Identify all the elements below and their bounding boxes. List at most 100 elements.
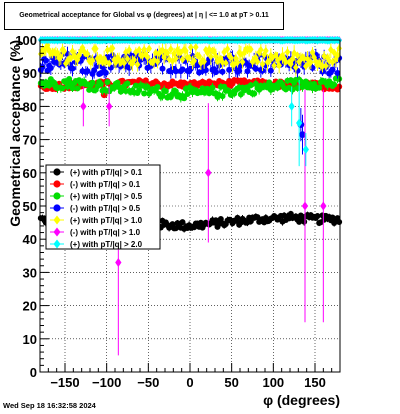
chart-title: Geometrical acceptance for Global vs φ (… bbox=[19, 12, 269, 19]
legend-entry: (-) with pT/|q| > 0.5 bbox=[50, 204, 141, 213]
data-point bbox=[124, 54, 131, 63]
data-point bbox=[173, 54, 179, 63]
data-point bbox=[226, 66, 233, 73]
legend-box bbox=[45, 164, 161, 250]
y-tick-label: 50 bbox=[23, 199, 37, 214]
data-point bbox=[248, 45, 254, 54]
data-point bbox=[301, 218, 308, 225]
data-point bbox=[89, 56, 96, 65]
data-point bbox=[237, 91, 244, 98]
data-point bbox=[54, 49, 61, 58]
legend: (+) with pT/|q| > 0.1 (-) with pT/|q| > 0… bbox=[45, 164, 161, 250]
data-point bbox=[234, 214, 241, 221]
data-point bbox=[154, 83, 161, 90]
data-point bbox=[106, 59, 112, 68]
data-point bbox=[331, 81, 338, 88]
data-point bbox=[91, 67, 98, 74]
data-point bbox=[201, 57, 207, 66]
data-point bbox=[316, 58, 322, 67]
timestamp-footer: Wed Sep 18 16:32:58 2024 bbox=[3, 401, 96, 410]
data-point bbox=[294, 51, 301, 60]
legend-label: (-) with pT/|q| > 0.5 bbox=[70, 204, 141, 213]
data-point bbox=[224, 45, 231, 54]
outlier-point bbox=[115, 257, 122, 267]
data-point bbox=[259, 60, 266, 69]
data-point bbox=[143, 50, 149, 59]
data-point bbox=[144, 83, 151, 90]
outlier-point bbox=[80, 101, 87, 111]
outlier-point bbox=[288, 101, 295, 111]
data-point bbox=[274, 84, 281, 91]
axis-ticks bbox=[39, 39, 341, 373]
data-point bbox=[121, 58, 127, 67]
legend-label: (+) with pT/|q| > 0.5 bbox=[70, 192, 143, 201]
y-tick-label: 70 bbox=[23, 133, 37, 148]
outlier-point bbox=[106, 101, 113, 111]
data-point bbox=[198, 58, 204, 67]
data-point bbox=[172, 88, 179, 95]
data-point bbox=[168, 45, 174, 54]
y-tick-label: 90 bbox=[23, 66, 37, 81]
legend-label: (-) with pT/|q| > 0.1 bbox=[70, 180, 141, 189]
y-tick-label: 0 bbox=[30, 365, 37, 380]
data-point bbox=[281, 54, 287, 63]
data-point bbox=[213, 52, 219, 61]
data-point bbox=[162, 88, 169, 95]
data-point bbox=[219, 93, 226, 100]
outlier-point bbox=[301, 201, 309, 211]
data-point bbox=[228, 53, 234, 62]
data-point bbox=[293, 63, 299, 72]
outlier-point bbox=[296, 118, 303, 128]
data-point bbox=[84, 68, 91, 75]
data-point bbox=[301, 54, 307, 63]
data-point bbox=[178, 48, 184, 57]
data-point bbox=[254, 57, 261, 66]
y-tick-label: 60 bbox=[23, 166, 37, 181]
data-point bbox=[329, 58, 336, 67]
data-point bbox=[283, 57, 289, 66]
x-tick-label: 0 bbox=[186, 375, 193, 390]
data-point bbox=[238, 50, 244, 59]
legend-entry: (+) with pT/|q| > 0.5 bbox=[50, 192, 143, 201]
data-point bbox=[124, 80, 131, 87]
legend-entry: (+) with pT/|q| > 2.0 bbox=[50, 239, 143, 249]
data-point bbox=[233, 54, 239, 63]
legend-label: (-) with pT/|q| > 1.0 bbox=[70, 228, 141, 237]
data-point bbox=[144, 53, 151, 62]
data-point bbox=[319, 62, 326, 71]
data-point bbox=[104, 46, 111, 55]
outlier-point bbox=[320, 201, 327, 211]
x-tick-label: −150 bbox=[50, 375, 79, 390]
legend-marker bbox=[53, 168, 61, 176]
data-point bbox=[284, 48, 291, 57]
data-point bbox=[286, 58, 292, 67]
grid-lines bbox=[40, 40, 340, 372]
x-tick-label: −50 bbox=[137, 375, 159, 390]
data-point bbox=[291, 48, 297, 57]
legend-marker bbox=[53, 192, 61, 200]
y-tick-label: 20 bbox=[23, 299, 37, 314]
data-point bbox=[212, 69, 219, 76]
data-point bbox=[42, 57, 49, 64]
data-point bbox=[258, 45, 264, 54]
outlier-point bbox=[302, 145, 309, 155]
data-point bbox=[61, 47, 67, 56]
legend-label: (+) with pT/|q| > 1.0 bbox=[70, 216, 143, 225]
data-point bbox=[159, 65, 166, 72]
data-point bbox=[193, 43, 199, 52]
data-point bbox=[74, 85, 81, 92]
x-tick-label: 100 bbox=[262, 375, 284, 390]
data-point bbox=[126, 45, 132, 54]
data-point bbox=[86, 86, 93, 93]
data-point bbox=[247, 82, 254, 89]
data-point bbox=[296, 57, 302, 66]
data-point bbox=[69, 65, 76, 72]
data-point bbox=[251, 55, 257, 64]
series-5 bbox=[38, 40, 342, 76]
data-point bbox=[172, 68, 179, 75]
data-point bbox=[263, 46, 269, 55]
legend-entry: (+) with pT/|q| > 0.1 bbox=[50, 168, 143, 177]
data-point bbox=[218, 54, 224, 63]
data-point bbox=[93, 44, 99, 53]
